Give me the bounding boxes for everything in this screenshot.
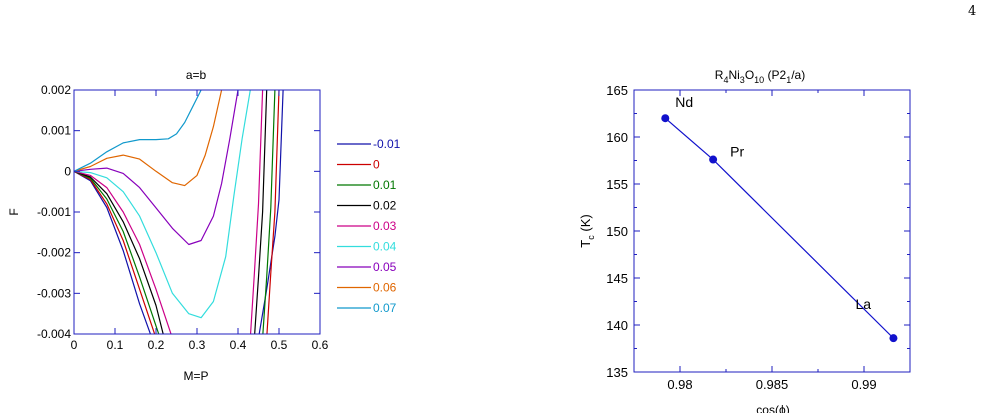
right-y-axis-label: Tc (K): [578, 214, 596, 247]
left-series-line: [74, 90, 223, 187]
left-legend-label: 0.03: [373, 219, 397, 233]
left-x-tick-label: 0.2: [148, 338, 165, 352]
right-y-tick-label: 135: [606, 365, 628, 380]
left-y-tick-label: -0.002: [37, 246, 71, 260]
right-chart-title: R4Ni3O10 (P21/a): [715, 68, 805, 85]
left-series-line: [74, 90, 276, 334]
left-legend-label: -0.01: [373, 137, 401, 151]
right-x-tick-label: 0.99: [851, 377, 876, 392]
right-data-point: [709, 155, 718, 164]
left-x-tick-label: 0.6: [312, 338, 329, 352]
left-y-tick-label: -0.001: [37, 205, 71, 219]
left-series-line: [74, 90, 202, 172]
left-legend-label: 0.01: [373, 178, 397, 192]
left-legend-label: 0.04: [373, 240, 397, 254]
right-data-point: [661, 114, 670, 123]
right-data-point: [889, 334, 898, 343]
left-series-line: [74, 90, 251, 319]
left-y-tick-label: 0.002: [41, 83, 71, 97]
left-x-axis-label: M=P: [183, 369, 208, 383]
left-x-tick-label: 0.5: [271, 338, 288, 352]
left-legend-label: 0.06: [373, 281, 397, 295]
left-x-tick-label: 0.1: [107, 338, 124, 352]
page-number: 4: [968, 4, 977, 19]
right-point-label: Nd: [675, 94, 693, 110]
right-point-label: Pr: [730, 144, 744, 160]
right-y-tick-label: 160: [606, 130, 628, 145]
left-series-line: [74, 90, 268, 334]
left-x-tick-label: 0.4: [230, 338, 247, 352]
left-series-line: [74, 90, 239, 246]
left-legend-label: 0.02: [373, 199, 397, 213]
right-plot-frame: [633, 89, 911, 373]
left-series-line: [74, 90, 284, 334]
right-y-tick-label: 140: [606, 318, 628, 333]
right-y-tick-label: 155: [606, 177, 628, 192]
left-y-tick-label: 0.001: [41, 124, 71, 138]
left-legend-label: 0: [373, 158, 380, 172]
right-chart: R4Ni3O10 (P21/a) 0.98 0.985 0.99 165 160 155 1…: [578, 68, 911, 413]
right-x-tick-label: 0.985: [756, 377, 789, 392]
left-series-line: [74, 90, 264, 334]
left-y-tick-label: 0: [64, 164, 71, 178]
left-y-axis-label: F: [7, 208, 21, 215]
left-x-tick-label: 0.3: [189, 338, 206, 352]
right-x-axis-label: cos(ϕ): [756, 403, 789, 413]
left-legend: -0.01 0 0.01 0.02 0.03 0.04 0.05 0.06 0.07: [337, 137, 401, 315]
left-chart: a=b 0 0.1 0.2 0.3 0.4 0.5 0.6 0.002 0.001 0 -0.001…: [7, 68, 401, 383]
right-x-tick-label: 0.98: [667, 377, 692, 392]
right-y-tick-label: 150: [606, 224, 628, 239]
left-chart-title: a=b: [186, 68, 207, 82]
right-point-label: La: [855, 296, 871, 312]
left-legend-label: 0.05: [373, 260, 397, 274]
right-y-tick-label: 145: [606, 271, 628, 286]
left-y-tick-label: -0.004: [37, 327, 71, 341]
left-x-tick-label: 0: [71, 338, 78, 352]
right-y-tick-label: 165: [606, 83, 628, 98]
left-y-tick-label: -0.003: [37, 286, 71, 300]
left-legend-label: 0.07: [373, 301, 397, 315]
left-series-line: [74, 90, 280, 334]
